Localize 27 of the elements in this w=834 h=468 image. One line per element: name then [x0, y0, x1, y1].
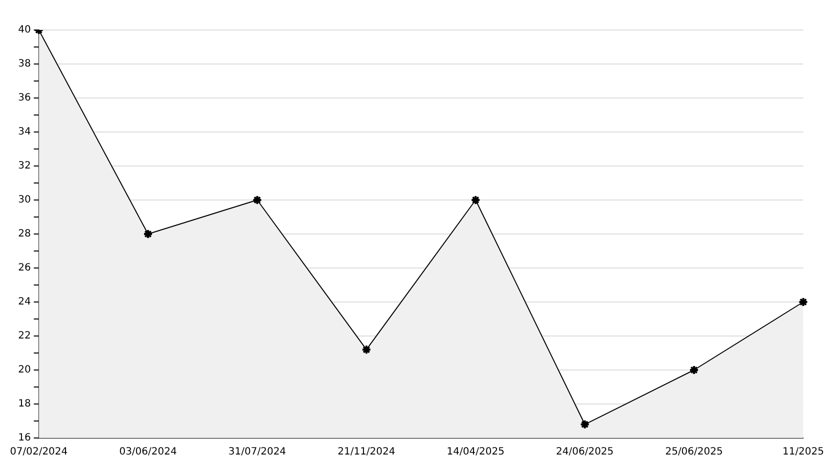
y-tick-label: 32 — [18, 160, 31, 172]
y-tick-label: 36 — [18, 92, 31, 104]
y-tick-label: 24 — [18, 296, 31, 308]
y-tick-label: 28 — [18, 228, 31, 240]
x-tick-label: 07/02/2024 — [10, 446, 68, 458]
x-tick-label: 11/2025 — [782, 446, 824, 458]
point — [580, 419, 590, 430]
x-tick-label: 24/06/2025 — [556, 446, 614, 458]
point — [143, 229, 154, 239]
point — [252, 195, 262, 205]
y-tick-label: 18 — [18, 398, 31, 410]
x-tick-label: 25/06/2025 — [665, 446, 723, 458]
y-tick-label: 34 — [18, 126, 31, 138]
x-tick-label: 14/04/2025 — [446, 446, 504, 458]
y-tick-label: 38 — [18, 58, 31, 70]
x-tick-label: 31/07/2024 — [228, 446, 286, 458]
y-tick-label: 26 — [18, 262, 31, 274]
y-tick-label: 22 — [18, 330, 31, 342]
point — [689, 365, 700, 375]
x-tick-label: 03/06/2024 — [119, 446, 177, 458]
point — [361, 344, 372, 355]
point — [470, 195, 481, 205]
y-tick-label: 16 — [18, 432, 31, 444]
y-tick-label: 40 — [18, 24, 31, 36]
x-tick-label: 21/11/2024 — [338, 446, 396, 458]
y-tick-label: 30 — [18, 194, 31, 206]
y-tick-label: 20 — [18, 364, 31, 376]
